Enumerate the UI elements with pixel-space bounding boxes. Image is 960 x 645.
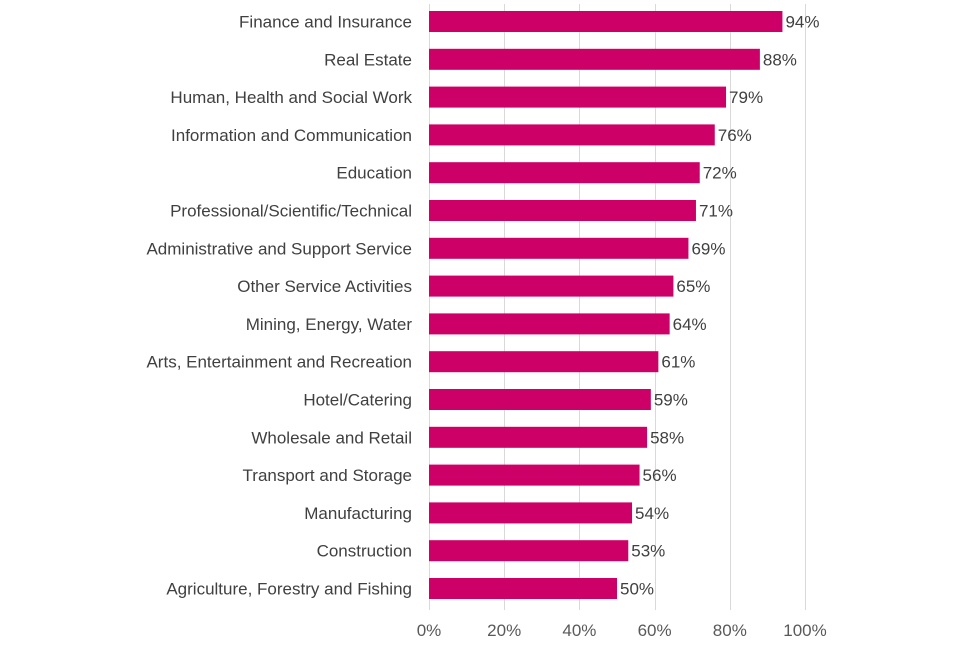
value-label-5: 71% — [699, 202, 733, 221]
category-label-2: Human, Health and Social Work — [170, 88, 412, 107]
bar-10 — [429, 389, 651, 410]
category-label-1: Real Estate — [324, 50, 412, 69]
bar-1 — [429, 48, 760, 70]
value-label-11: 58% — [650, 428, 684, 447]
value-label-14: 53% — [631, 542, 665, 561]
value-label-8: 64% — [673, 315, 707, 334]
x-tick-label-60: 60% — [638, 621, 672, 640]
category-label-6: Administrative and Support Service — [146, 239, 412, 258]
value-label-0: 94% — [785, 13, 819, 32]
bar-15 — [429, 578, 617, 599]
bar-12 — [429, 464, 640, 486]
value-labels: 94% 88%79% 76% 72% 71% 69% 65% 64% 61% 59% 58% 56% 5… — [620, 13, 819, 599]
category-label-9: Arts, Entertainment and Recreation — [146, 353, 412, 372]
category-label-0: Finance and Insurance — [239, 13, 412, 32]
value-label-13: 54% — [635, 504, 669, 523]
x-tick-label-0: 0% — [417, 621, 442, 640]
bar-3 — [429, 124, 715, 146]
value-label-3: 76% — [718, 126, 752, 145]
category-label-10: Hotel/Catering — [303, 391, 412, 410]
value-label-15: 50% — [620, 580, 654, 599]
value-label-9: 61% — [661, 353, 695, 372]
category-label-3: Information and Communication — [171, 126, 412, 145]
bar-6 — [429, 237, 689, 259]
bar-13 — [429, 502, 633, 524]
value-label-12: 56% — [643, 466, 677, 485]
category-label-14: Construction — [317, 542, 412, 561]
category-label-4: Education — [336, 164, 412, 183]
category-label-8: Mining, Energy, Water — [246, 315, 413, 334]
category-label-15: Agriculture, Forestry and Fishing — [166, 580, 412, 599]
x-tick-label-40: 40% — [562, 621, 596, 640]
bar-7 — [429, 275, 674, 297]
bar-0 — [429, 11, 783, 32]
value-label-4: 72% — [703, 164, 737, 183]
x-tick-label-20: 20% — [487, 621, 521, 640]
x-tick-label-80: 80% — [713, 621, 747, 640]
x-tick-label-100: 100% — [783, 621, 826, 640]
bar-4 — [429, 162, 700, 184]
x-tick-labels: 0% 20% 40% 60% 80% 100% — [417, 621, 827, 640]
category-label-7: Other Service Activities — [237, 277, 412, 296]
bar-14 — [429, 540, 629, 562]
value-label-1: 88% — [763, 50, 797, 69]
category-labels: Finance and Insurance Real Estate Human, H… — [146, 13, 412, 599]
category-label-5: Professional/Scientific/Technical — [170, 202, 412, 221]
value-label-7: 65% — [676, 277, 710, 296]
bar-2 — [429, 86, 727, 108]
bar-11 — [429, 426, 648, 448]
category-label-11: Wholesale and Retail — [251, 428, 412, 447]
category-label-13: Manufacturing — [304, 504, 412, 523]
value-label-2: 79% — [729, 88, 763, 107]
bar-5 — [429, 200, 696, 221]
category-label-12: Transport and Storage — [243, 466, 412, 485]
bars — [429, 11, 783, 599]
bar-8 — [429, 313, 670, 335]
value-label-6: 69% — [691, 239, 725, 258]
value-label-10: 59% — [654, 391, 688, 410]
bar-9 — [429, 351, 659, 373]
